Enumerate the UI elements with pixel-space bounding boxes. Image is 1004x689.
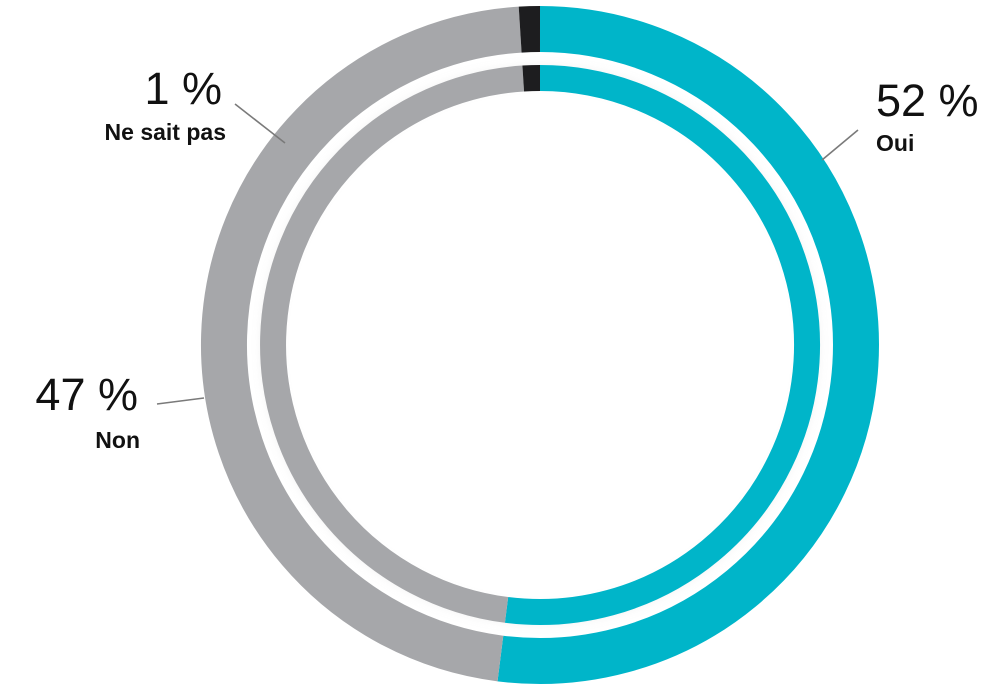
category-label-oui: Oui [876, 130, 914, 156]
leader-line-non [156, 397, 205, 405]
leader-line-oui [821, 129, 859, 161]
value-label-ne-sait-pas: 1 % [144, 63, 222, 114]
inner-slice-non [260, 65, 525, 623]
outer-slice-non [200, 6, 522, 682]
outer-slice-oui [497, 6, 879, 684]
outer-ring [200, 5, 879, 684]
value-label-non: 47 % [35, 369, 138, 420]
category-label-non: Non [95, 427, 140, 453]
inner-slice-oui [504, 65, 821, 625]
value-label-oui: 52 % [876, 75, 979, 126]
category-label-ne-sait-pas: Ne sait pas [105, 119, 226, 145]
outer-slice-ne-sait-pas [518, 5, 541, 53]
inner-ring [260, 65, 821, 625]
leader-line-ne-sait-pas [234, 103, 286, 144]
inner-slice-ne-sait-pas [522, 65, 541, 92]
